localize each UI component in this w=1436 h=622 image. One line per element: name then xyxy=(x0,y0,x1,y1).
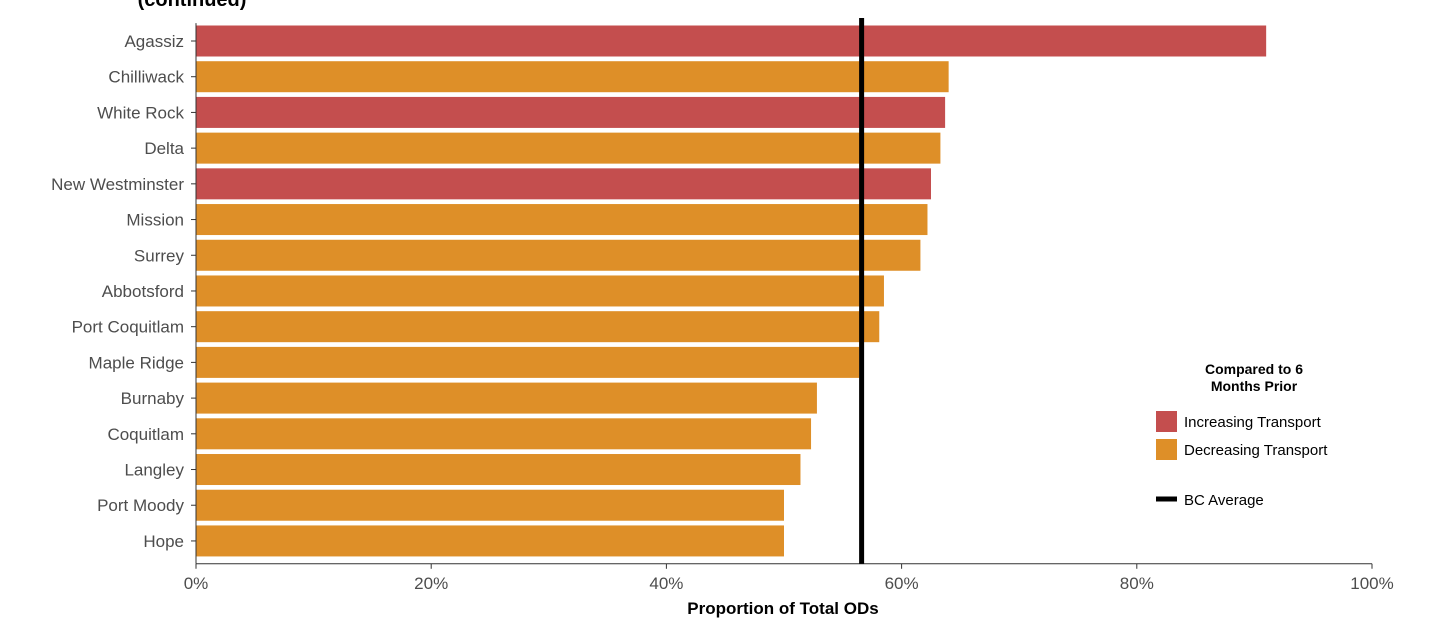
y-tick-label-port-moody: Port Moody xyxy=(97,496,184,515)
y-tick-label-langley: Langley xyxy=(124,461,184,480)
x-tick-label-100: 100% xyxy=(1350,574,1393,593)
bar-white-rock xyxy=(196,96,946,128)
y-tick-label-coquitlam: Coquitlam xyxy=(107,425,184,444)
y-tick-label-burnaby: Burnaby xyxy=(121,389,185,408)
y-tick-label-delta: Delta xyxy=(144,139,184,158)
y-tick-label-maple-ridge: Maple Ridge xyxy=(89,353,184,372)
bar-burnaby xyxy=(196,382,817,414)
bar-chilliwack xyxy=(196,61,949,93)
legend-swatch-increasing xyxy=(1156,411,1177,432)
legend-title-line-2: Months Prior xyxy=(1211,378,1298,394)
y-tick-label-new-westminster: New Westminster xyxy=(51,175,184,194)
legend-label-decreasing: Decreasing Transport xyxy=(1184,442,1328,459)
y-tick-label-abbotsford: Abbotsford xyxy=(102,282,184,301)
legend-title-line-1: Compared to 6 xyxy=(1205,361,1303,377)
bar-delta xyxy=(196,132,941,164)
bar-surrey xyxy=(196,239,921,271)
y-tick-label-agassiz: Agassiz xyxy=(124,32,184,51)
x-tick-label-80: 80% xyxy=(1120,574,1154,593)
y-tick-label-hope: Hope xyxy=(143,532,184,551)
legend-swatch-decreasing xyxy=(1156,439,1177,460)
bar-new-westminster xyxy=(196,168,931,200)
x-axis-title: Proportion of Total ODs xyxy=(687,599,878,618)
x-tick-label-0: 0% xyxy=(184,574,209,593)
bar-agassiz xyxy=(196,25,1267,57)
y-axis: Agassiz Chilliwack White Rock Delta New West… xyxy=(51,23,197,564)
x-tick-label-40: 40% xyxy=(649,574,683,593)
y-tick-label-mission: Mission xyxy=(126,211,184,230)
y-tick-label-port-coquitlam: Port Coquitlam xyxy=(72,318,184,337)
y-tick-label-surrey: Surrey xyxy=(134,246,185,265)
legend-label-increasing: Increasing Transport xyxy=(1184,414,1322,431)
legend: Compared to 6 Months Prior Increasing Tr… xyxy=(1156,361,1328,509)
bar-mission xyxy=(196,204,928,236)
bar-abbotsford xyxy=(196,275,884,307)
bar-port-coquitlam xyxy=(196,311,880,343)
x-axis: 0% 20% 40% 60% 80% 100% xyxy=(184,563,1394,593)
y-tick-label-chilliwack: Chilliwack xyxy=(108,68,184,87)
legend-label-bc-average: BC Average xyxy=(1184,492,1264,509)
bar-coquitlam xyxy=(196,418,812,450)
bars xyxy=(196,25,1267,557)
y-tick-label-white-rock: White Rock xyxy=(97,103,184,122)
x-tick-label-20: 20% xyxy=(414,574,448,593)
bar-maple-ridge xyxy=(196,346,860,378)
x-tick-label-60: 60% xyxy=(885,574,919,593)
chart-title: (continued) xyxy=(138,0,247,11)
bar-langley xyxy=(196,454,801,486)
bar-hope xyxy=(196,525,784,557)
bar-port-moody xyxy=(196,489,784,521)
